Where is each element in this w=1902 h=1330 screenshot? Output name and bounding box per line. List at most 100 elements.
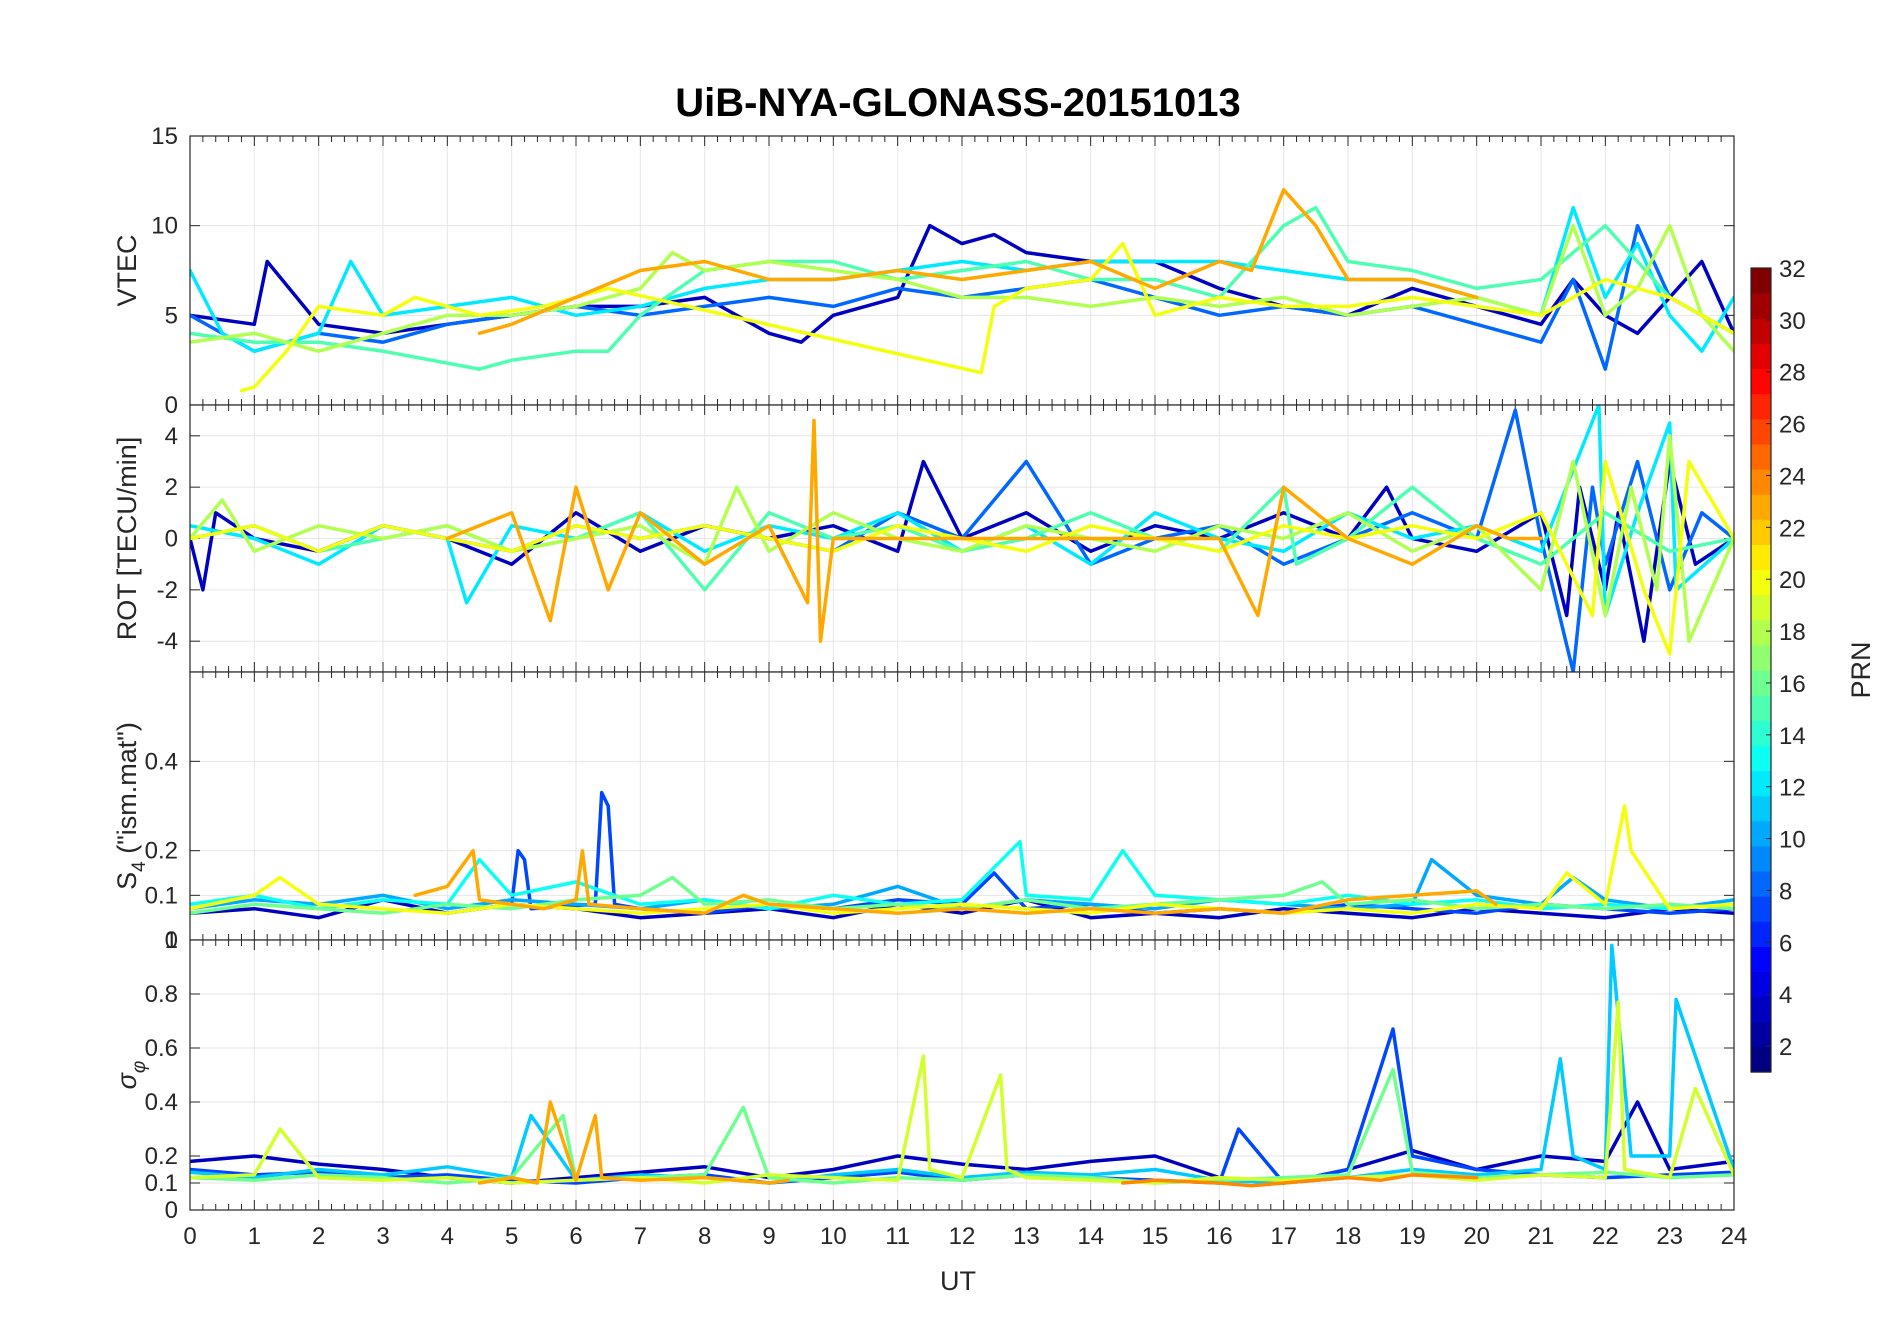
colorbar-tick-label: 4 [1779, 982, 1792, 1009]
colorbar-segment [1751, 1046, 1771, 1073]
x-tick-label: 7 [634, 1223, 647, 1250]
colorbar-segment [1751, 971, 1771, 998]
y-tick-label: 0.2 [145, 838, 178, 865]
colorbar-segment [1751, 343, 1771, 370]
colorbar-segment [1751, 469, 1771, 495]
colorbar-segment [1751, 921, 1771, 947]
y-tick-label: 0.2 [145, 1143, 178, 1170]
x-tick-label: 6 [569, 1223, 582, 1250]
colorbar-segment [1751, 695, 1771, 721]
x-tick-label: 11 [885, 1223, 910, 1250]
chart-title: UiB-NYA-GLONASS-20151013 [675, 81, 1240, 125]
x-tick-label: 17 [1270, 1223, 1297, 1250]
x-tick-label: 23 [1656, 1223, 1683, 1250]
x-axis-label: UT [940, 1266, 976, 1296]
colorbar-segment [1751, 569, 1771, 596]
y-tick-label: 0.1 [145, 1170, 178, 1197]
colorbar-segment [1751, 443, 1771, 470]
colorbar-segment [1751, 368, 1771, 395]
x-tick-label: 3 [376, 1223, 389, 1250]
y-tick-label: 10 [151, 213, 178, 240]
panel-vtec-series [190, 188, 1734, 393]
colorbar-segment [1751, 318, 1771, 344]
series-line-prn-15 [190, 205, 1734, 371]
colorbar-tick-label: 6 [1779, 930, 1792, 957]
colorbar-tick-label: 18 [1779, 619, 1806, 646]
colorbar-segment [1751, 845, 1771, 872]
y-tick-label: 0 [165, 927, 178, 954]
series-line-prn-23 [413, 848, 1498, 915]
colorbar-label: PRN [1846, 641, 1876, 698]
series-line-prn-24 [1121, 1173, 1479, 1188]
y-tick-label: 2 [165, 474, 178, 501]
panel-rot-series [190, 405, 1734, 672]
x-tick-label: 8 [698, 1223, 711, 1250]
colorbar-segment [1751, 996, 1771, 1023]
colorbar-segment [1751, 619, 1771, 646]
series-line-prn-18 [190, 434, 1734, 643]
x-tick-label: 18 [1335, 1223, 1362, 1250]
panel-vtec: 0 5 10 15 VTEC [112, 123, 1735, 419]
series-line-prn-23 [477, 188, 1479, 336]
x-tick-label: 19 [1399, 1223, 1426, 1250]
x-tick-label: 0 [183, 1223, 196, 1250]
series-line-prn-23 [477, 1100, 791, 1185]
colorbar-segment [1751, 871, 1771, 897]
colorbar-tick-label: 32 [1779, 256, 1806, 283]
x-tick-label: 24 [1721, 1223, 1748, 1250]
colorbar-tick-label: 20 [1779, 567, 1806, 594]
y-tick-label: 0.8 [145, 981, 178, 1008]
y-tick-label: 0.1 [145, 882, 178, 909]
y-tick-label: 0.4 [145, 1089, 178, 1116]
y-tick-label: 4 [165, 423, 178, 450]
colorbar-tick-label: 22 [1779, 515, 1806, 542]
colorbar-segment [1751, 745, 1771, 772]
y-axis-label-vtec: VTEC [112, 234, 142, 306]
colorbar-segment [1751, 720, 1771, 746]
x-tick-label: 16 [1206, 1223, 1233, 1250]
panel-sigphi-frame [189, 939, 1735, 1211]
x-tick-label: 10 [820, 1223, 847, 1250]
x-tick-label: 2 [312, 1223, 325, 1250]
colorbar-tick-label: 30 [1779, 308, 1806, 335]
panel-sigphi-series [190, 943, 1734, 1188]
x-tick-label: 14 [1077, 1223, 1104, 1250]
colorbar-segment [1751, 644, 1771, 671]
colorbar-segment [1751, 594, 1771, 621]
colorbar-tick-label: 16 [1779, 671, 1806, 698]
x-tick-label: 9 [762, 1223, 775, 1250]
x-tick-label: 4 [441, 1223, 454, 1250]
colorbar-segment [1751, 770, 1771, 797]
y-tick-label: -2 [157, 577, 178, 604]
colorbar-tick-label: 24 [1779, 463, 1806, 490]
series-line-prn-19 [190, 1000, 1734, 1185]
x-tick-label: 21 [1528, 1223, 1555, 1250]
y-tick-label: 15 [151, 123, 178, 150]
y-axis-label-s4: S4 ("ism.mat") [112, 722, 150, 890]
colorbar-tick-label: 8 [1779, 878, 1792, 905]
colorbar-frame [1750, 267, 1772, 1073]
colorbar-segment [1751, 519, 1771, 545]
y-tick-label: -4 [157, 628, 178, 655]
series-line-prn-23 [445, 418, 1543, 643]
x-tick-label: 5 [505, 1223, 518, 1250]
panel-s4: 0 0.1 0.2 0.4S4 ("ism.mat") [112, 671, 1735, 954]
colorbar-segment [1751, 393, 1771, 420]
x-tick-label: 1 [248, 1223, 261, 1250]
x-tick-label: 22 [1592, 1223, 1619, 1250]
x-tick-label: 12 [949, 1223, 976, 1250]
panel-s4-series [190, 790, 1734, 920]
colorbar-segment [1751, 544, 1771, 571]
colorbar-tick-label: 2 [1779, 1034, 1792, 1061]
colorbar-segment [1751, 1021, 1771, 1048]
colorbar-tick-label: 28 [1779, 360, 1806, 387]
x-tick-label: 15 [1142, 1223, 1169, 1250]
y-tick-label: 0 [165, 526, 178, 553]
y-tick-label: 5 [165, 302, 178, 329]
x-tick-label: 13 [1013, 1223, 1040, 1250]
x-tick-label: 20 [1463, 1223, 1490, 1250]
series-line-prn-20 [190, 804, 1734, 915]
